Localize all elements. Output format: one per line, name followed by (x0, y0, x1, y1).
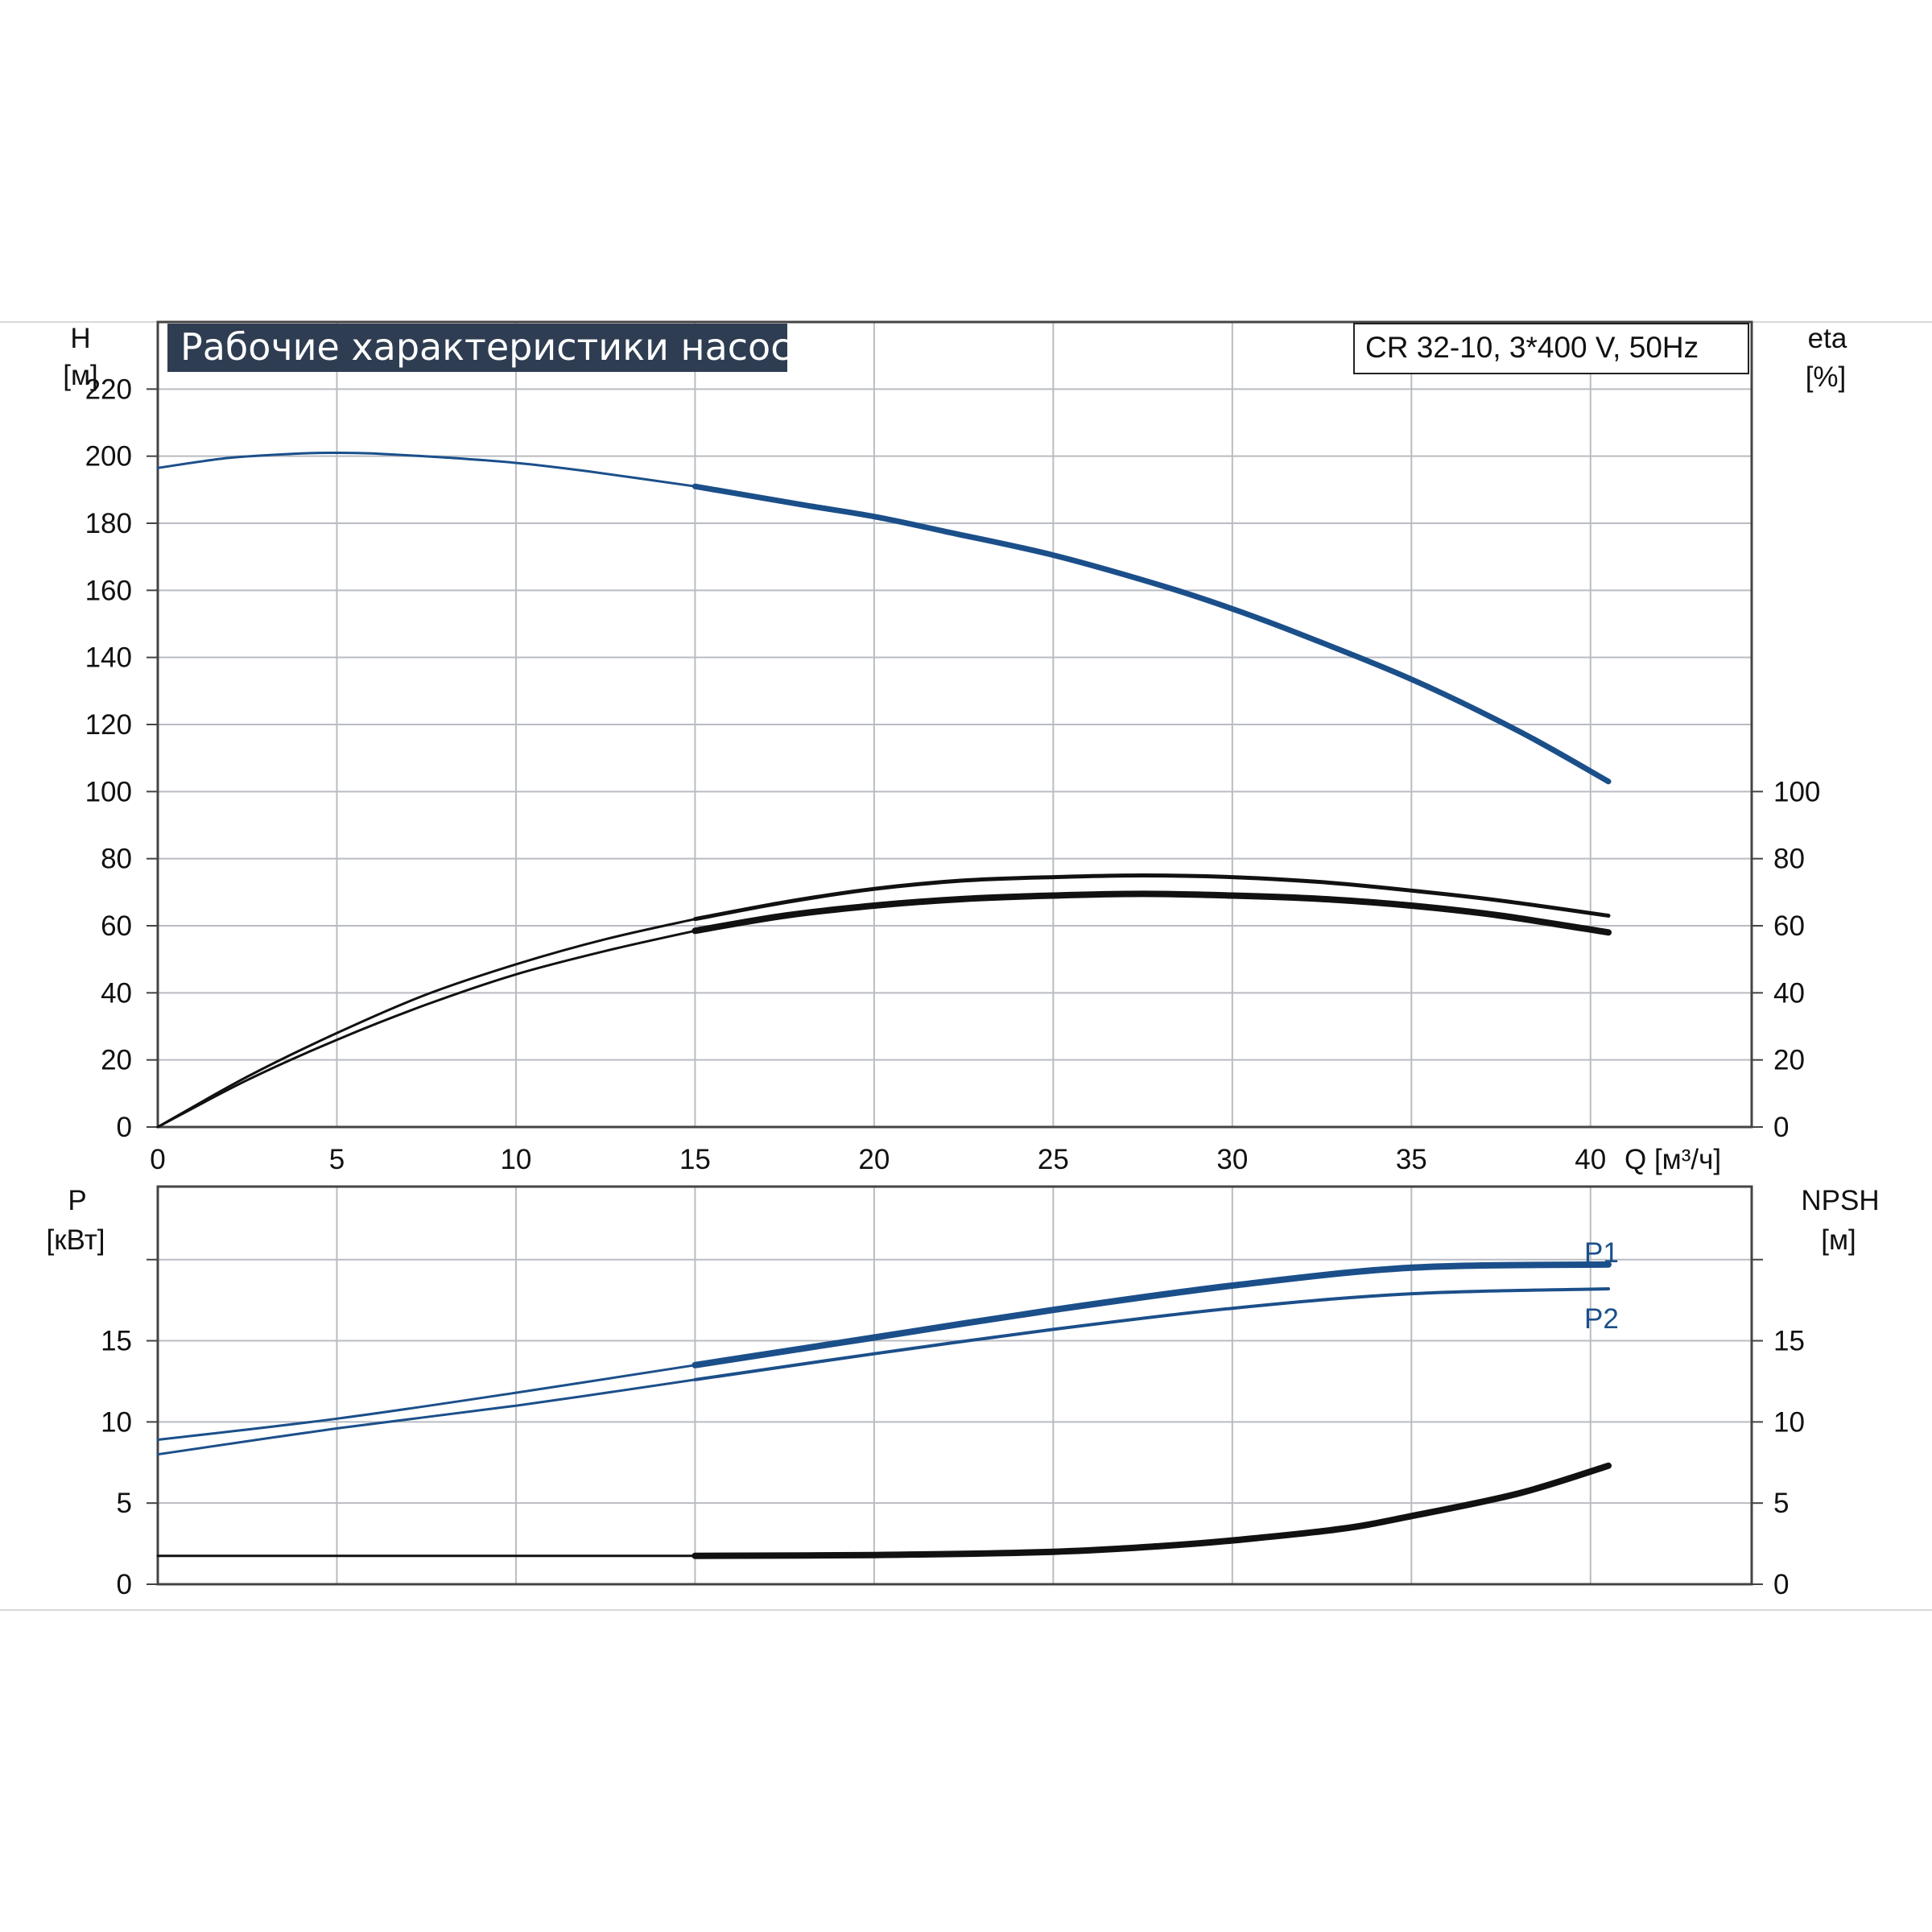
upper-left-axis-unit: [м] (63, 360, 98, 391)
upper-series-group (156, 451, 1612, 1129)
upper-left-tick-label: 0 (117, 1112, 132, 1143)
x-tick-label: 0 (150, 1144, 165, 1175)
x-tick-label: 10 (500, 1144, 531, 1175)
chart-title: Рабочие характеристики насоса (180, 325, 814, 369)
upper-left-tick-label: 80 (101, 844, 132, 875)
lower-left-tick-labels: 0 5 10 15 (101, 1326, 132, 1600)
x-tick-label: 25 (1038, 1144, 1069, 1175)
lower-right-tick-label: 5 (1773, 1488, 1789, 1519)
x-tick-label: 15 (679, 1144, 711, 1175)
lower-right-axis-title: NPSH (1801, 1185, 1879, 1216)
efficiency-curve-2-line-main (691, 890, 1612, 936)
upper-right-tick-label: 40 (1773, 977, 1805, 1009)
lower-left-axis-unit: [кВт] (47, 1224, 105, 1256)
upper-grid (147, 321, 1763, 1128)
lower-left-tick-label: 10 (101, 1406, 132, 1438)
lower-series-group (156, 1261, 1612, 1559)
title-banner (167, 324, 787, 372)
x-tick-label: 5 (329, 1144, 345, 1175)
x-tick-label: 20 (858, 1144, 890, 1175)
head-curve-line-partial (156, 451, 696, 488)
power-p1-curve-line-partial (156, 1364, 696, 1441)
efficiency-curve-1-line-main (692, 873, 1611, 922)
model-box (1353, 323, 1749, 374)
upper-right-tick-label: 100 (1773, 776, 1820, 807)
power-p1-curve-line-main (691, 1261, 1612, 1368)
efficiency-curve-2-line-partial (156, 929, 696, 1129)
upper-left-tick-label: 60 (101, 910, 132, 942)
lower-left-axis-title: P (68, 1185, 86, 1216)
upper-right-tick-label: 60 (1773, 910, 1805, 942)
model-label: CR 32-10, 3*400 V, 50Hz (1365, 331, 1699, 364)
lower-plot-frame (156, 1185, 1753, 1586)
upper-right-axis-unit: [%] (1806, 361, 1847, 393)
lower-right-tick-label: 15 (1773, 1326, 1805, 1357)
upper-right-tick-labels: 0 20 40 60 80 100 (1773, 776, 1820, 1143)
upper-left-tick-label: 140 (85, 642, 132, 674)
upper-left-tick-labels: 0 20 40 60 80 100 120 140 160 180 200 220 (85, 374, 132, 1143)
legend-p2: P2 (1584, 1303, 1619, 1335)
upper-right-tick-label: 80 (1773, 844, 1805, 875)
x-tick-label: 30 (1216, 1144, 1248, 1175)
lower-right-tick-label: 10 (1773, 1406, 1805, 1438)
upper-left-tick-label: 120 (85, 709, 132, 741)
lower-grid (147, 1187, 1763, 1585)
upper-left-tick-label: 100 (85, 776, 132, 807)
x-axis-title: Q [м³/ч] (1624, 1144, 1721, 1175)
lower-left-tick-label: 5 (117, 1488, 132, 1519)
upper-left-axis-title: H (70, 323, 90, 354)
x-tick-label: 40 (1575, 1144, 1606, 1175)
power-p2-curve-line-main (693, 1287, 1610, 1381)
upper-right-tick-label: 0 (1773, 1112, 1789, 1143)
lower-right-axis-unit: [м] (1821, 1224, 1856, 1256)
efficiency-curve-1-line-partial (156, 918, 696, 1129)
power-p2-curve-line-partial (156, 1378, 696, 1456)
upper-right-axis-title: eta (1808, 323, 1847, 354)
upper-left-tick-label: 160 (85, 575, 132, 606)
lower-right-tick-labels: 0 5 10 15 (1773, 1326, 1805, 1600)
upper-left-tick-label: 220 (85, 374, 132, 405)
head-curve-line-main (691, 483, 1612, 785)
upper-left-tick-label: 180 (85, 508, 132, 539)
upper-left-tick-label: 20 (101, 1045, 132, 1076)
npsh-curve-line-main (691, 1462, 1612, 1559)
upper-left-tick-label: 200 (85, 441, 132, 473)
upper-plot-frame (156, 320, 1753, 1129)
legend-p1: P1 (1584, 1237, 1619, 1269)
x-tick-labels: 0 5 10 15 20 25 30 35 40 (150, 1144, 1606, 1175)
lower-left-tick-label: 0 (117, 1569, 132, 1600)
lower-right-tick-label: 0 (1773, 1569, 1789, 1600)
lower-left-tick-label: 15 (101, 1326, 132, 1357)
upper-right-tick-label: 20 (1773, 1045, 1805, 1076)
upper-left-tick-label: 40 (101, 977, 132, 1009)
x-tick-label: 35 (1396, 1144, 1427, 1175)
